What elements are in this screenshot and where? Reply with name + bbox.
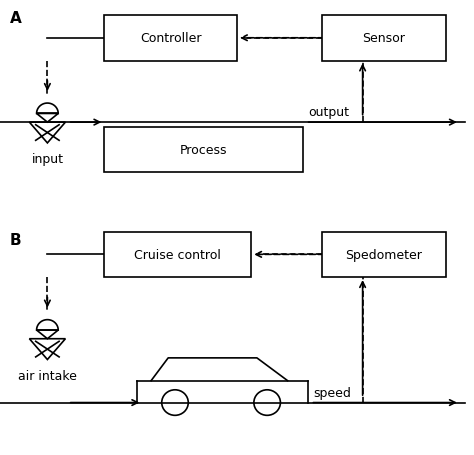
Text: speed: speed [313, 386, 351, 399]
Text: B: B [9, 233, 21, 248]
Bar [104, 232, 251, 278]
Text: air intake: air intake [18, 369, 77, 382]
Bar [104, 16, 237, 61]
Text: Sensor: Sensor [363, 32, 405, 45]
Text: A: A [9, 11, 21, 26]
Text: output: output [308, 106, 349, 119]
Text: Process: Process [180, 144, 228, 157]
Bar [104, 127, 303, 173]
Text: Spedometer: Spedometer [346, 248, 422, 261]
Bar [322, 232, 446, 278]
Text: Controller: Controller [140, 32, 201, 45]
Bar [322, 16, 446, 61]
Text: input: input [31, 153, 64, 166]
Text: Cruise control: Cruise control [134, 248, 221, 261]
